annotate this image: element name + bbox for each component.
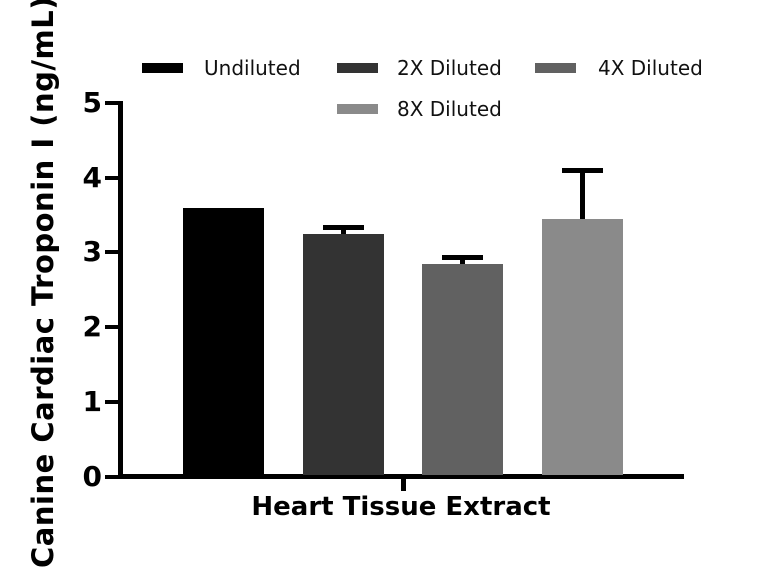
y-axis-tick-2 <box>105 325 118 330</box>
legend-swatch-4x-diluted <box>535 63 576 73</box>
y-tick-label-1: 1 <box>82 384 102 418</box>
legend-swatch-undiluted <box>142 63 183 73</box>
bar-2x-diluted <box>302 233 384 475</box>
y-axis-tick-4 <box>105 175 118 180</box>
y-tick-label-5: 5 <box>82 86 102 119</box>
y-tick-label-0: 0 <box>82 459 102 493</box>
bar-4x-diluted <box>422 263 504 475</box>
bar-undiluted <box>183 207 264 475</box>
y-axis-tick-5 <box>105 101 118 105</box>
legend-label-4x-diluted: 4X Diluted <box>598 56 703 80</box>
y-axis-tick-1 <box>105 399 118 404</box>
y-axis-tick-3 <box>105 250 118 255</box>
bar-8x-diluted <box>542 218 624 475</box>
error-bar-cap-8x-diluted <box>562 167 604 173</box>
error-bar-line-8x-diluted <box>580 170 586 219</box>
y-axis-tick-0 <box>105 474 118 479</box>
legend-swatch-8x-diluted <box>337 104 378 114</box>
legend-label-2x-diluted: 2X Diluted <box>397 56 502 80</box>
y-tick-label-4: 4 <box>82 160 102 194</box>
y-axis-line <box>118 101 123 479</box>
error-bar-cap-4x-diluted <box>442 255 484 261</box>
error-bar-line-2x-diluted <box>340 227 346 234</box>
x-axis-title: Heart Tissue Extract <box>251 492 551 522</box>
error-bar-cap-2x-diluted <box>322 225 364 231</box>
legend-label-8x-diluted: 8X Diluted <box>397 97 502 121</box>
legend-label-undiluted: Undiluted <box>204 56 301 80</box>
legend-swatch-2x-diluted <box>337 63 378 73</box>
x-axis-tick <box>401 479 406 491</box>
error-bar-line-4x-diluted <box>460 257 466 264</box>
y-tick-label-2: 2 <box>82 310 102 344</box>
y-tick-label-3: 3 <box>82 235 102 269</box>
x-axis-line <box>118 474 684 479</box>
